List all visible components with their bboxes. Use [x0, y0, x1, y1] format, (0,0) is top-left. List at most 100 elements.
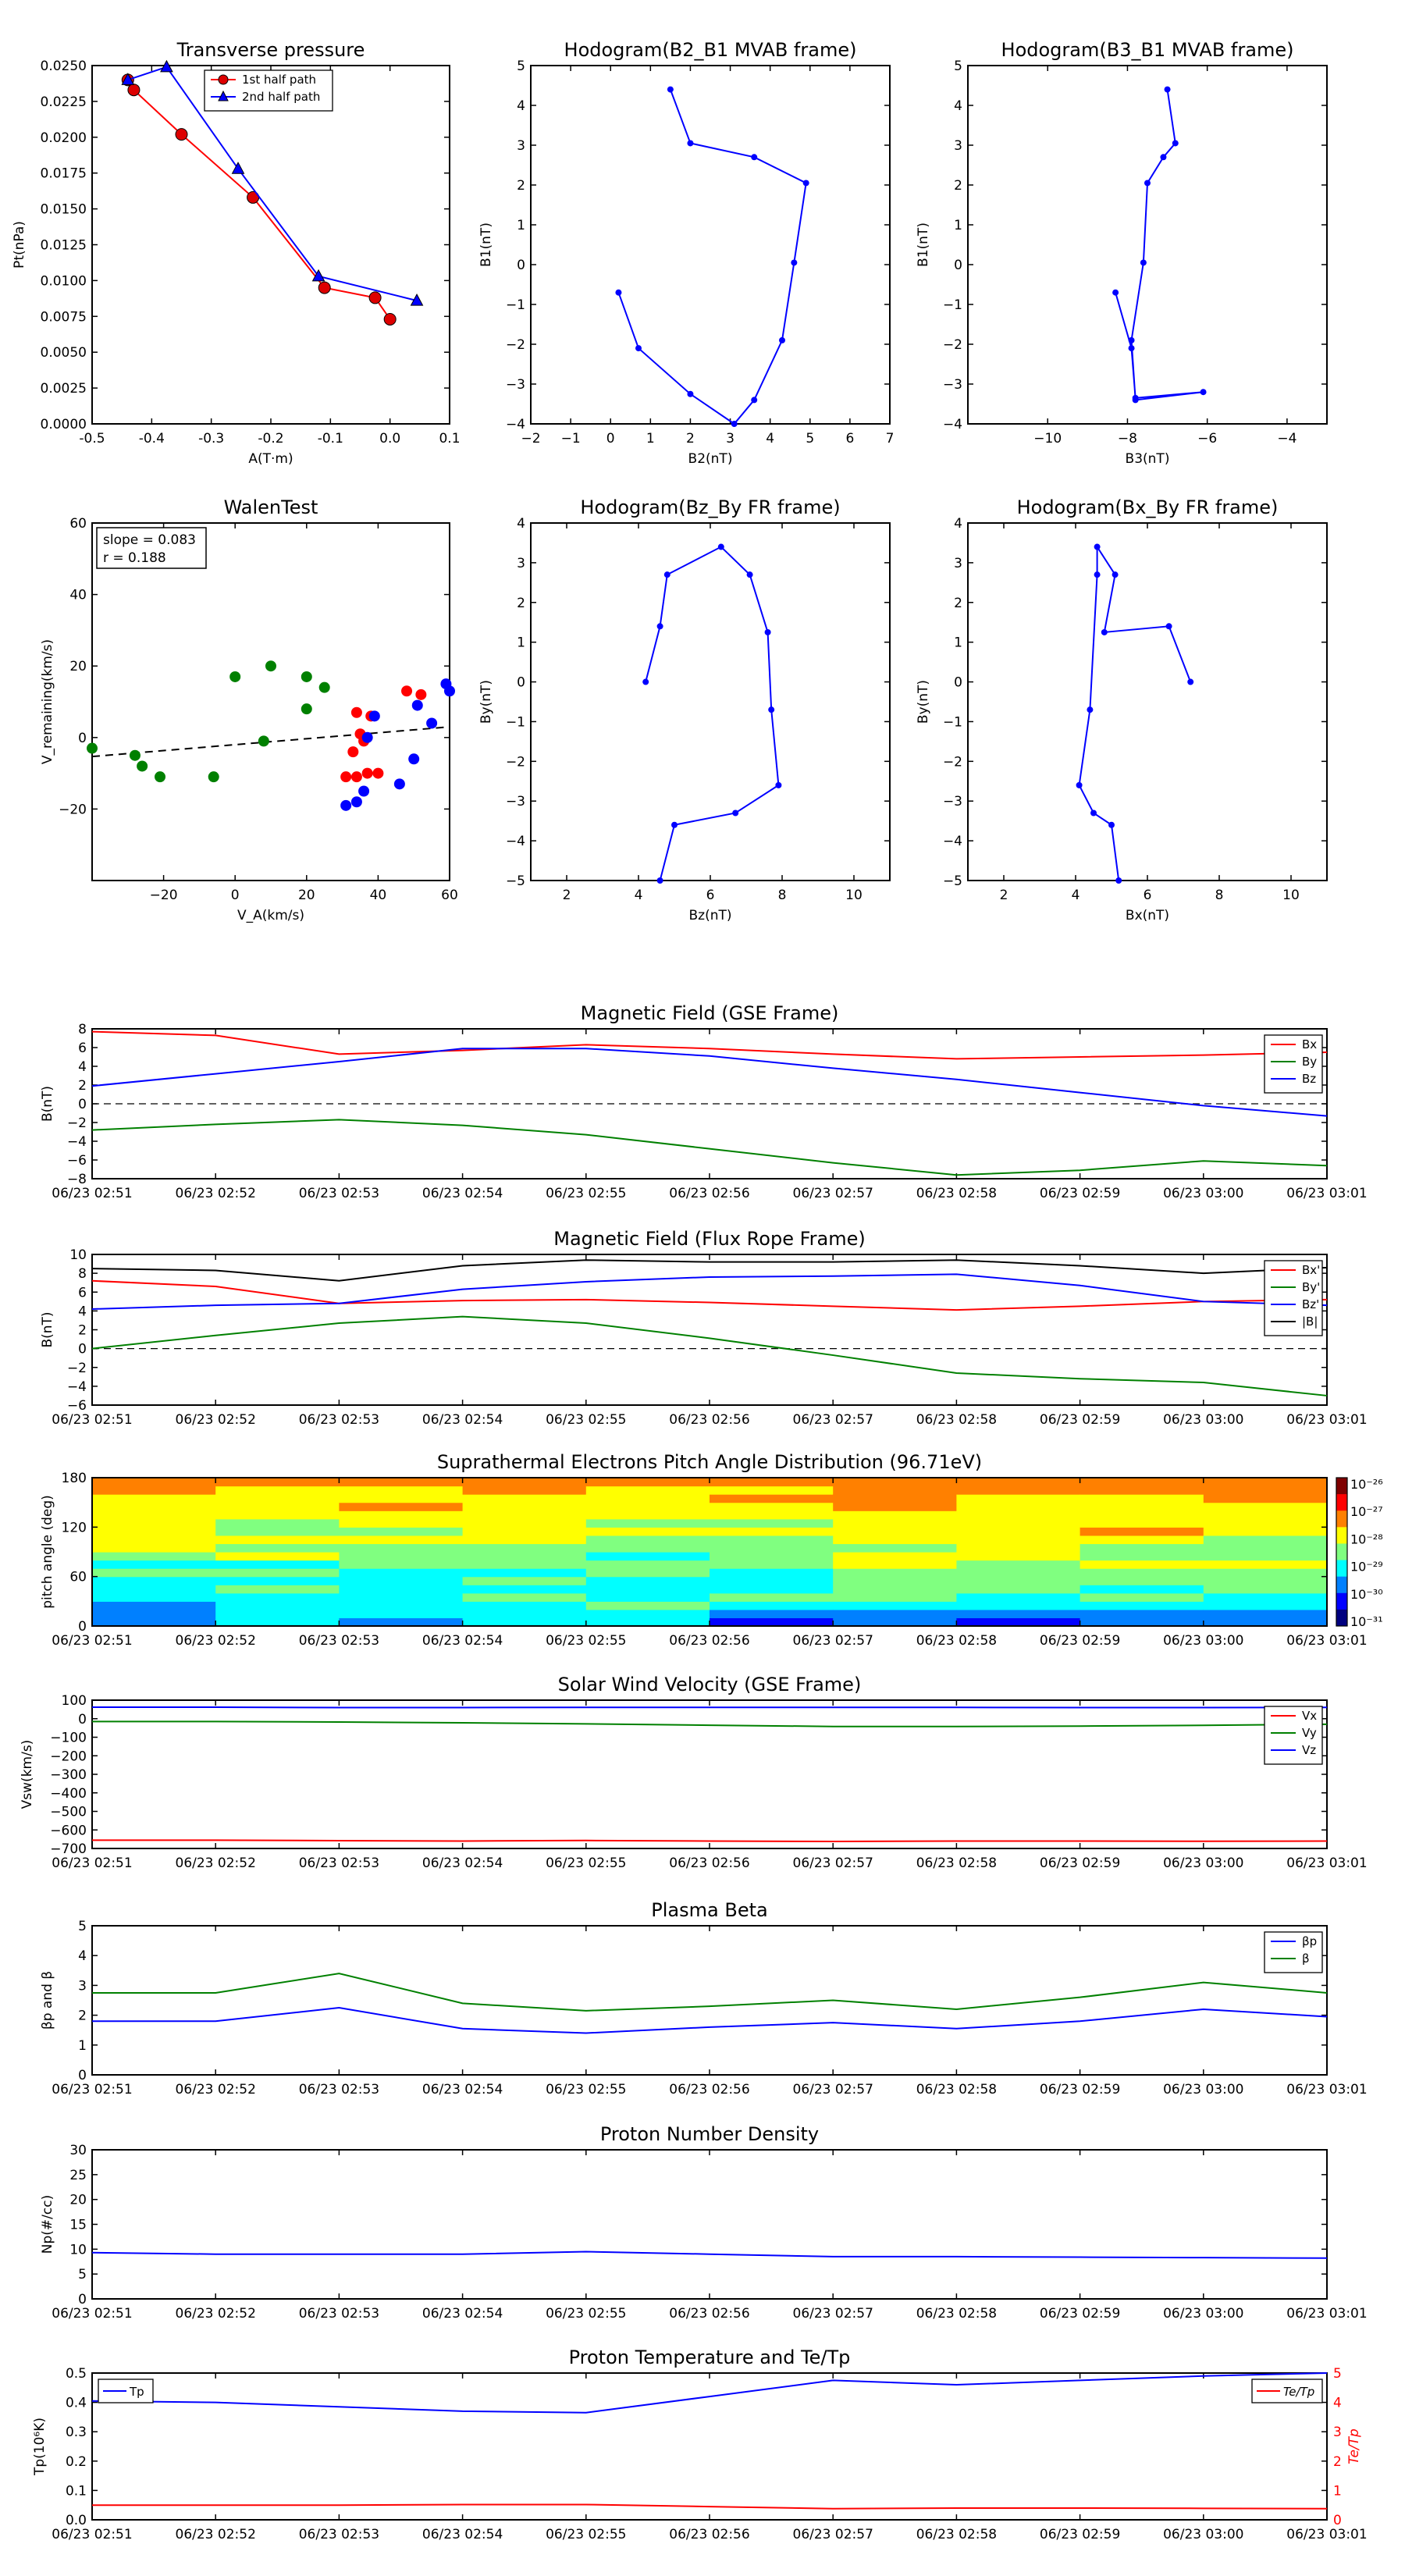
x-tick-label: 06/23 02:57 [793, 2306, 873, 2322]
x-tick-label: 0 [606, 431, 615, 447]
x-tick-label: -0.4 [139, 431, 165, 447]
data-point [1094, 543, 1101, 550]
heatmap-cell [1080, 1478, 1204, 1487]
heatmap-cell [710, 1609, 834, 1619]
y-tick-label: 5 [954, 59, 962, 74]
y-tick-label: 4 [78, 1948, 87, 1964]
x-tick-label: 2 [563, 888, 571, 903]
colorbar-segment [1336, 1576, 1347, 1594]
temp-panel: Proton Temperature and Te/Tp 0.0 0.1 0.2 0.3… [32, 2347, 1368, 2542]
colorbar-tick-label: 10⁻²⁶ [1350, 1477, 1383, 1492]
x-tick-label: 06/23 02:57 [793, 2527, 873, 2542]
heatmap-cell [1203, 1560, 1328, 1569]
transverse-frame [91, 65, 450, 425]
legend: Bx' By' Bz' |B| [1264, 1260, 1323, 1336]
y-tick-label: 0.1 [66, 2483, 87, 2499]
x-tick-label: 6 [845, 431, 854, 447]
x-tick-label: 06/23 02:57 [793, 1856, 873, 1871]
y-tick-label: −4 [67, 1134, 87, 1150]
heatmap-cell [339, 1617, 464, 1627]
x-tick-label: 06/23 02:51 [52, 2306, 132, 2322]
y-tick-label: 0.0125 [41, 238, 87, 254]
x-tick-label: 06/23 02:52 [176, 1633, 256, 1649]
y-tick-label: 0.0250 [41, 59, 87, 74]
data-point [311, 269, 325, 282]
heatmap-cell [956, 1478, 1081, 1487]
y-tick-label: −5 [506, 873, 525, 889]
y-tick-label: −4 [943, 417, 962, 432]
y-tick-label: −700 [50, 1841, 87, 1857]
heatmap-cell [1080, 1592, 1204, 1602]
series-Bz_By [642, 543, 782, 884]
x-tick-label: 3 [726, 431, 735, 447]
hodo_bxby-title: Hodogram(Bx_By FR frame) [1017, 496, 1279, 518]
y-tick-label: 4 [954, 98, 962, 114]
heatmap-cell [339, 1510, 464, 1520]
data-point [1128, 336, 1135, 343]
heatmap-cell [585, 1576, 710, 1585]
data-point [642, 678, 649, 685]
y-tick-label: −2 [506, 337, 525, 353]
y-tick-label: 1 [954, 218, 962, 233]
hodo_b3b1-panel: Hodogram(B3_B1 MVAB frame)−4−3−2−1012345… [916, 39, 1328, 467]
heatmap-cell [585, 1609, 710, 1619]
x-tick-label: 06/23 02:59 [1040, 2306, 1120, 2322]
y-tick-label: 0 [954, 258, 962, 273]
x-tick-label: 06/23 02:56 [669, 2527, 749, 2542]
density-frame [91, 2149, 1328, 2300]
series-line-1st half path [126, 79, 391, 320]
scatter-point [411, 699, 423, 711]
data-point [791, 259, 798, 266]
y-tick-label: 20 [69, 2193, 87, 2208]
colorbar-segment [1336, 1543, 1347, 1561]
x-tick-label: 06/23 02:53 [299, 2306, 379, 2322]
scatter-point [318, 681, 330, 693]
x-tick-label: 06/23 02:59 [1040, 1633, 1120, 1649]
beta-frame [91, 1925, 1328, 2076]
heatmap-cell [215, 1494, 340, 1503]
x-tick-label: 06/23 02:56 [669, 2306, 749, 2322]
heatmap-cell [833, 1560, 957, 1569]
heatmap-cell [215, 1510, 340, 1520]
x-tick-label: 06/23 02:51 [52, 1633, 132, 1649]
y-tick-label: −2 [506, 754, 525, 770]
temp-title: Proton Temperature and Te/Tp [569, 2347, 851, 2368]
y-right-tick-label: 0 [1333, 2513, 1342, 2528]
heatmap-cell [1080, 1494, 1204, 1503]
y-axis-label: B1(nT) [478, 222, 494, 267]
y-tick-label: 5 [78, 2267, 87, 2282]
scatter-point [350, 706, 362, 718]
data-point [615, 289, 622, 296]
x-tick-label: 06/23 03:01 [1286, 2082, 1367, 2097]
heatmap-cell [92, 1585, 216, 1594]
legend-label: Tp [129, 2385, 144, 2399]
heatmap-cell [833, 1552, 957, 1561]
x-tick-label: 06/23 02:58 [916, 1633, 997, 1649]
y-tick-label: 3 [78, 1978, 87, 1994]
series-line-B3_B1 [1115, 89, 1204, 401]
y-tick-label: 2 [517, 178, 525, 194]
y-tick-label: −2 [67, 1115, 87, 1131]
data-point [656, 877, 663, 884]
legend-label: βp [1302, 1934, 1317, 1948]
data-point [1112, 571, 1119, 578]
heatmap-cell [92, 1601, 216, 1610]
scatter-point [408, 753, 420, 765]
colorbar-tick-label: 10⁻²⁹ [1350, 1560, 1383, 1574]
heatmap-cell [833, 1494, 957, 1503]
heatmap-cell [585, 1485, 710, 1495]
y-tick-label: 0.0200 [41, 130, 87, 146]
heatmap-cell [1203, 1585, 1328, 1594]
series-line-Bz_By [645, 546, 780, 881]
heatmap-cell [92, 1535, 216, 1545]
scatter-point [393, 778, 405, 790]
y-tick-label: −4 [943, 834, 962, 849]
y-tick-label: −3 [943, 377, 962, 393]
heatmap-cell [339, 1494, 464, 1503]
series-B2_B1 [615, 86, 809, 427]
heatmap-cell [462, 1552, 587, 1561]
x-tick-label: 06/23 02:59 [1040, 1412, 1120, 1428]
data-point [656, 623, 663, 630]
y-tick-label: 4 [517, 516, 525, 532]
series-Bx' [91, 1279, 1328, 1311]
